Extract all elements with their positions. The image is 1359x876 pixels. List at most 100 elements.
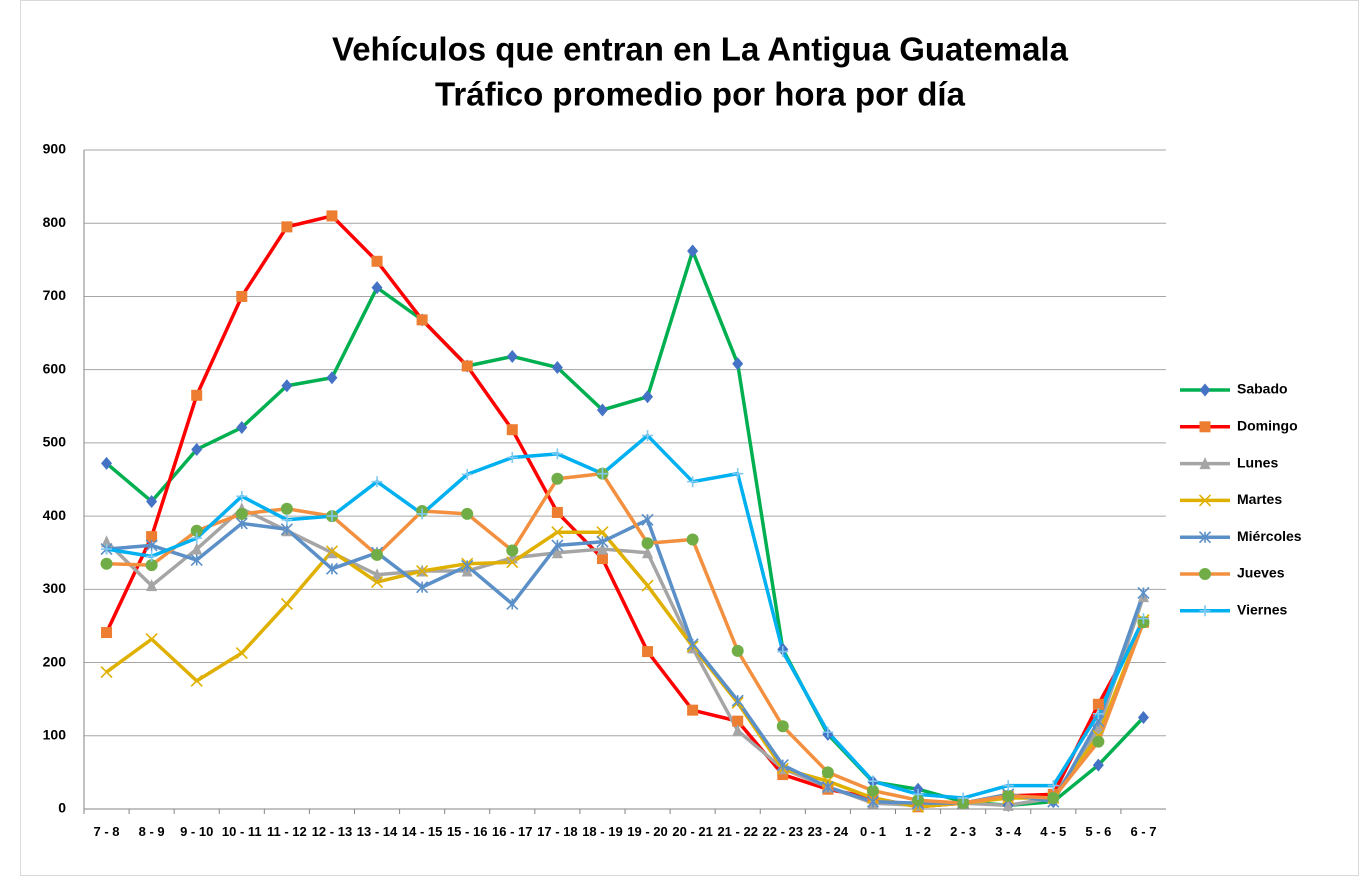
x-tick-label: 5 - 6 — [1085, 824, 1112, 839]
data-point — [1092, 698, 1104, 710]
data-point — [101, 543, 113, 555]
data-point — [732, 357, 744, 371]
data-point — [551, 506, 563, 518]
data-point — [280, 502, 293, 515]
chart-title: Tráfico promedio por hora por día — [435, 76, 966, 113]
x-tick-label: 0 - 1 — [859, 824, 886, 839]
data-point — [1137, 613, 1149, 625]
y-tick-label: 700 — [43, 287, 67, 303]
legend-label: Sabado — [1237, 381, 1288, 397]
data-point — [101, 535, 113, 548]
x-tick-label: 11 - 12 — [266, 824, 307, 839]
legend-marker — [1199, 421, 1211, 433]
data-point — [145, 539, 158, 552]
data-point — [596, 468, 608, 480]
data-point — [776, 720, 789, 733]
data-point — [146, 531, 158, 543]
data-point — [190, 674, 203, 687]
data-point — [146, 494, 158, 508]
x-tick-label: 15 - 16 — [446, 824, 488, 839]
chart-title: Vehículos que entran en La Antigua Guate… — [332, 31, 1069, 68]
data-point — [235, 646, 248, 660]
data-point — [1002, 780, 1014, 792]
data-point — [236, 421, 248, 435]
y-tick-label: 800 — [43, 214, 67, 230]
series-line — [106, 518, 1146, 805]
data-point — [596, 526, 609, 539]
data-point — [1002, 798, 1014, 811]
data-point — [732, 468, 744, 480]
data-point — [777, 646, 789, 658]
series-line — [106, 433, 1146, 800]
data-point — [280, 597, 293, 611]
data-point — [687, 704, 699, 716]
data-point — [371, 548, 384, 561]
data-point — [235, 507, 248, 520]
y-tick-label: 600 — [43, 360, 67, 376]
data-point — [100, 557, 113, 570]
data-point — [686, 638, 699, 651]
data-point — [191, 442, 203, 456]
data-point — [1137, 586, 1150, 600]
data-point — [371, 281, 383, 295]
data-point — [190, 553, 203, 567]
legend-marker — [1199, 457, 1211, 470]
x-tick-label: 14 - 15 — [401, 824, 443, 839]
data-point — [146, 550, 158, 562]
y-tick-label: 400 — [43, 507, 67, 523]
data-point — [416, 564, 429, 578]
data-point — [731, 644, 744, 657]
data-point — [776, 759, 789, 772]
data-point — [732, 724, 744, 737]
x-tick-label: 3 - 4 — [995, 824, 1022, 839]
data-point — [191, 532, 203, 544]
data-point — [1047, 780, 1059, 792]
data-point — [281, 221, 293, 233]
data-point — [732, 715, 744, 727]
data-point — [1092, 735, 1105, 748]
x-tick-label: 12 - 13 — [311, 824, 353, 839]
data-point — [777, 769, 789, 781]
data-point — [1092, 758, 1104, 772]
y-tick-label: 100 — [43, 726, 67, 742]
legend-label: Viernes — [1237, 602, 1288, 618]
data-point — [551, 546, 563, 559]
legend-label: Lunes — [1237, 454, 1278, 470]
x-tick-label: 19 - 20 — [627, 824, 668, 839]
data-point — [506, 556, 519, 569]
data-point — [912, 794, 925, 807]
data-point — [866, 795, 880, 808]
x-tick-label: 13 - 14 — [356, 824, 398, 839]
legend-label: Domingo — [1237, 418, 1298, 434]
data-point — [416, 508, 428, 520]
data-point — [687, 244, 699, 258]
legend-label: Miércoles — [1237, 528, 1302, 544]
data-point — [686, 533, 699, 546]
data-point — [506, 597, 519, 611]
data-point — [596, 535, 609, 548]
y-tick-label: 0 — [58, 800, 66, 816]
x-tick-label: 22 - 23 — [762, 824, 804, 839]
y-tick-label: 900 — [43, 141, 67, 157]
x-tick-label: 6 - 7 — [1130, 824, 1157, 839]
legend-marker — [1198, 494, 1212, 507]
data-point — [371, 255, 383, 267]
data-point — [146, 579, 158, 592]
x-tick-label: 1 - 2 — [905, 824, 932, 839]
data-point — [506, 424, 518, 436]
data-point — [731, 694, 744, 707]
data-point — [687, 476, 699, 488]
data-point — [100, 666, 113, 679]
data-point — [506, 349, 518, 363]
data-point — [551, 526, 564, 539]
data-point — [641, 513, 654, 526]
data-point — [461, 507, 474, 520]
legend-label: Jueves — [1237, 565, 1285, 581]
data-point — [461, 559, 474, 572]
data-point — [281, 379, 293, 393]
data-point — [326, 210, 338, 222]
data-point — [416, 314, 428, 326]
data-point — [642, 430, 654, 442]
data-point — [191, 542, 203, 555]
